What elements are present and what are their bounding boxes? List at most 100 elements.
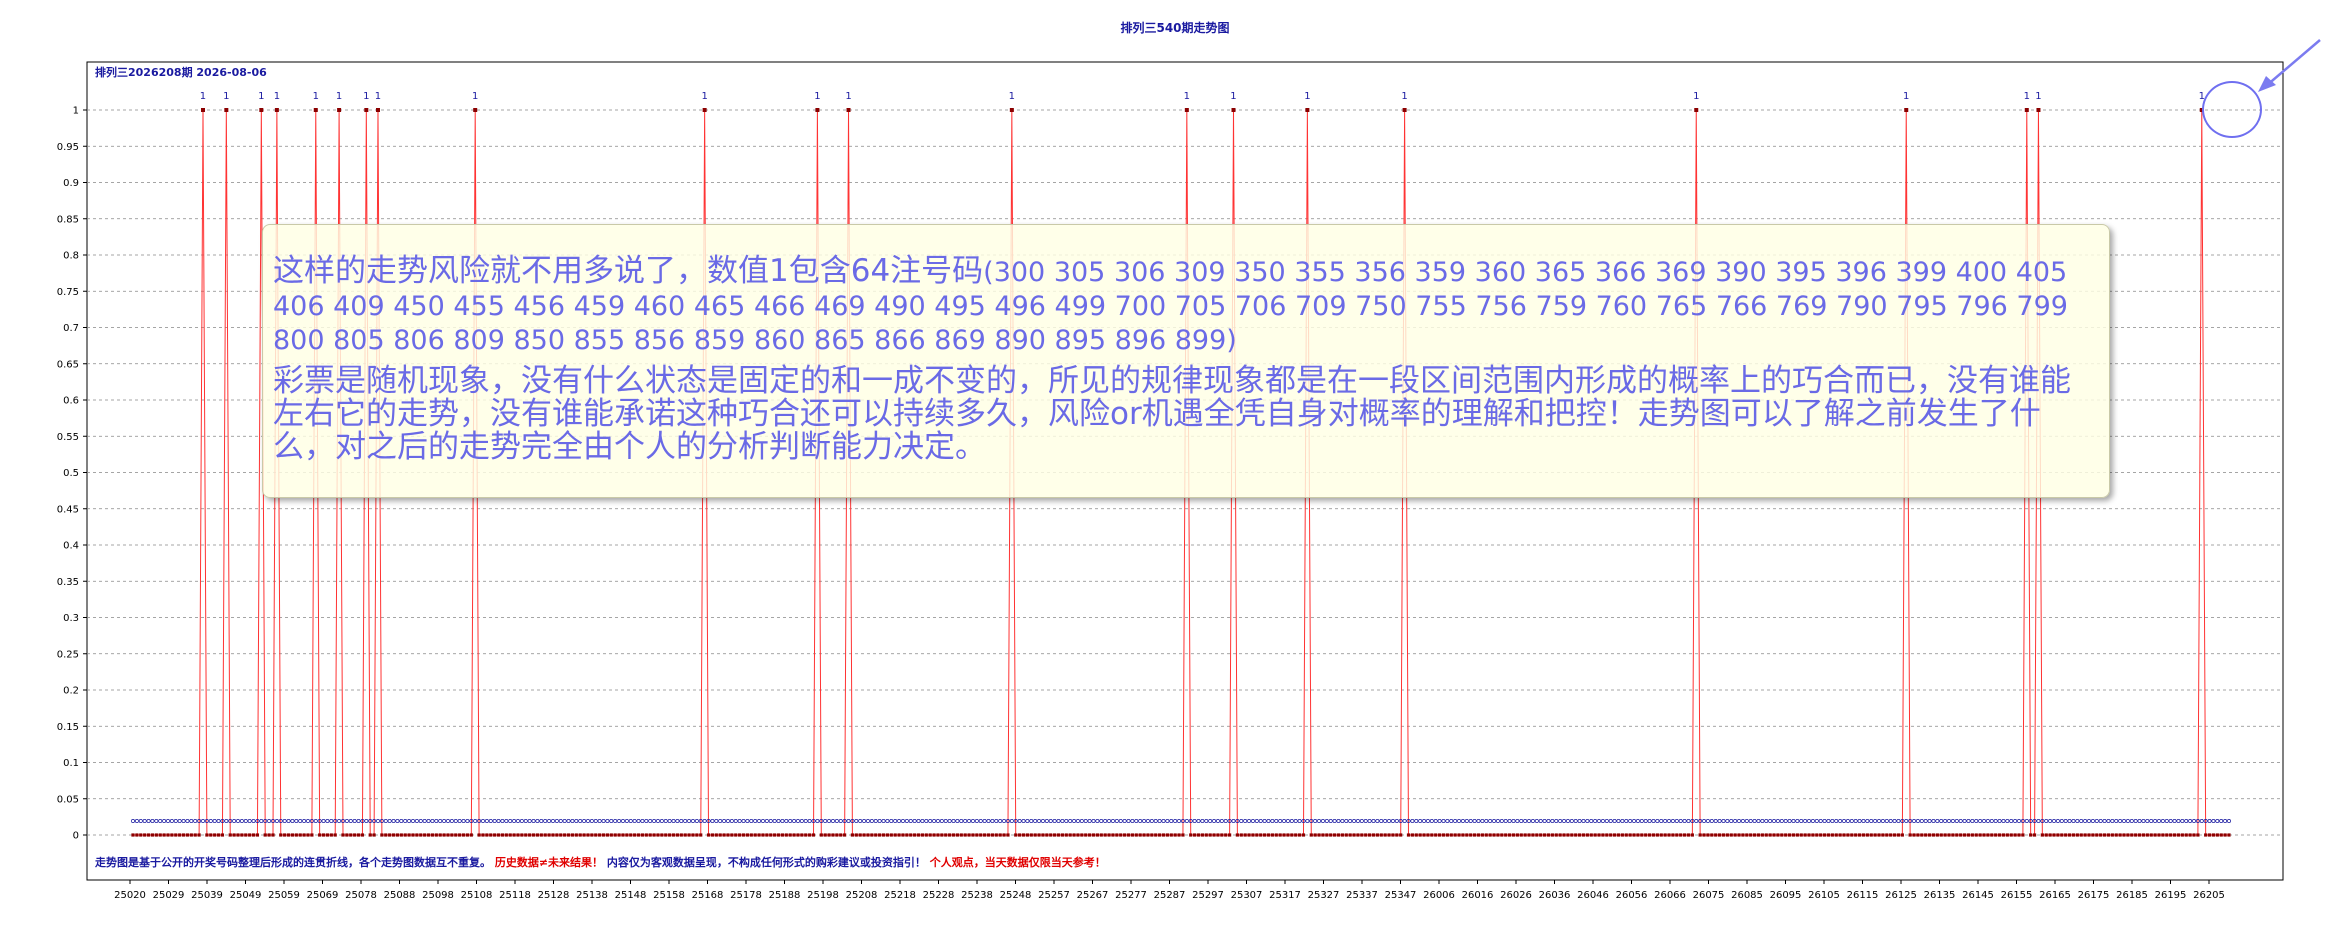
baseline-marker: [2055, 819, 2060, 823]
point-marker: [862, 833, 866, 837]
baseline-marker: [177, 819, 182, 823]
point-marker: [185, 833, 190, 837]
baseline-marker: [228, 819, 233, 823]
point-marker: [298, 833, 302, 837]
point-marker: [1721, 833, 1726, 837]
y-tick-label: 0.25: [57, 649, 79, 660]
point-marker: [1655, 833, 1659, 837]
baseline-marker: [1309, 819, 1314, 823]
baseline-marker: [492, 819, 497, 823]
point-marker: [1018, 833, 1022, 837]
baseline-marker: [1282, 819, 1287, 823]
baseline-marker: [1103, 819, 1108, 823]
baseline-marker: [2114, 819, 2119, 823]
baseline-marker: [710, 819, 715, 823]
point-marker: [1130, 833, 1134, 837]
baseline-marker: [1441, 819, 1446, 823]
baseline-marker: [2020, 819, 2025, 823]
baseline-marker: [1425, 819, 1430, 823]
baseline-marker: [1896, 819, 1901, 823]
baseline-marker: [438, 819, 443, 823]
baseline-marker: [1694, 819, 1699, 823]
point-marker: [547, 833, 551, 837]
x-tick-label: 25307: [1231, 890, 1263, 901]
x-axis: 25020 25029 25039 25049 25059 25069 25078 25088…: [114, 880, 2225, 901]
baseline-marker: [1507, 819, 1512, 823]
baseline-marker: [784, 819, 789, 823]
baseline-marker: [605, 819, 610, 823]
baseline-marker: [516, 819, 520, 823]
x-tick-label: 25118: [499, 890, 531, 901]
point-marker: [850, 833, 855, 837]
point-marker: [2153, 833, 2157, 837]
point-marker: [2130, 833, 2134, 837]
baseline-marker: [162, 819, 167, 823]
baseline-marker: [2094, 819, 2099, 823]
baseline-marker: [644, 819, 649, 823]
point-marker: [274, 108, 279, 112]
point-marker: [1842, 833, 1846, 837]
baseline-marker: [329, 819, 334, 823]
baseline-marker: [1822, 819, 1827, 823]
baseline-marker: [636, 819, 641, 823]
point-marker: [870, 833, 874, 837]
baseline-marker: [173, 819, 178, 823]
point-marker: [1107, 833, 1111, 837]
point-marker: [313, 108, 318, 112]
baseline-marker: [508, 819, 513, 823]
baseline-marker: [496, 819, 501, 823]
point-marker: [827, 833, 831, 837]
baseline-marker: [2207, 819, 2212, 823]
x-tick-label: 25059: [268, 890, 300, 901]
point-marker: [1974, 833, 1978, 837]
point-marker: [1196, 833, 1201, 837]
baseline-marker: [551, 819, 555, 823]
point-marker: [994, 833, 998, 837]
baseline-marker: [1865, 819, 1870, 823]
point-marker: [586, 833, 590, 837]
baseline-marker: [971, 819, 975, 823]
point-marker: [193, 833, 197, 837]
baseline-marker: [341, 819, 345, 823]
baseline-marker: [1212, 819, 1217, 823]
baseline-marker: [621, 819, 625, 823]
baseline-marker: [1569, 819, 1574, 823]
point-marker: [1854, 833, 1858, 837]
point-marker: [1251, 833, 1255, 837]
point-marker: [1717, 833, 1722, 837]
x-tick-label: 25148: [615, 890, 647, 901]
baseline-marker: [1597, 819, 1601, 823]
point-marker: [1978, 833, 1982, 837]
point-marker: [1204, 833, 1208, 837]
point-marker: [1126, 833, 1131, 837]
baseline-marker: [1359, 819, 1364, 823]
baseline-marker: [418, 819, 423, 823]
point-marker: [936, 833, 940, 837]
x-tick-label: 25029: [153, 890, 185, 901]
baseline-marker: [1079, 819, 1084, 823]
point-marker: [1500, 833, 1504, 837]
baseline-marker: [663, 819, 668, 823]
x-tick-label: 25049: [230, 890, 262, 901]
point-marker: [1570, 833, 1574, 837]
y-tick-label: 1: [73, 106, 79, 117]
point-marker: [695, 833, 699, 837]
point-marker: [582, 833, 586, 837]
point-marker: [1939, 833, 1943, 837]
point-marker: [1787, 833, 1792, 837]
point-marker: [1177, 833, 1181, 837]
point-marker: [283, 833, 287, 837]
baseline-marker: [1935, 819, 1940, 823]
baseline-marker: [714, 819, 719, 823]
point-marker: [345, 833, 349, 837]
baseline-marker: [831, 819, 835, 823]
baseline-marker: [2223, 819, 2228, 823]
baseline-marker: [624, 819, 629, 823]
point-marker: [356, 833, 361, 837]
point-marker: [1881, 833, 1885, 837]
baseline-marker: [142, 819, 147, 823]
baseline-marker: [1274, 819, 1279, 823]
point-marker: [1216, 833, 1220, 837]
x-tick-label: 25267: [1077, 890, 1109, 901]
y-tick-label: 0.1: [63, 758, 79, 769]
